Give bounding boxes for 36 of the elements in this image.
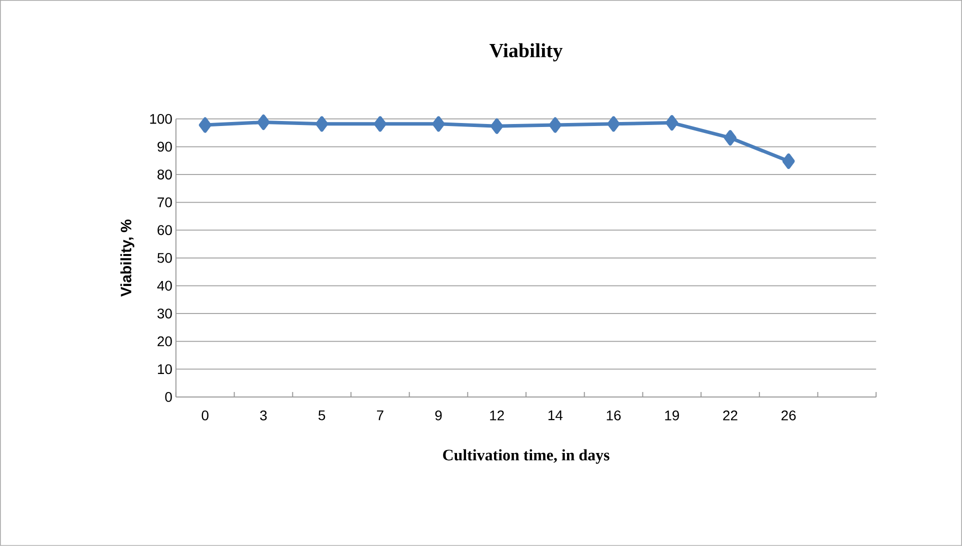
x-tick-label: 22 [723,410,738,420]
y-tick-label: 90 [158,142,172,152]
y-tick-label: 10 [158,364,172,374]
x-tick-label: 9 [435,410,442,420]
x-tick-label: 5 [318,410,326,420]
point [490,118,504,134]
point [198,117,212,133]
point [432,116,445,132]
x-tick-label: 12 [490,410,504,420]
y-axis-title: Viability, % [120,220,134,297]
x-tick-label: 19 [665,410,679,420]
y-tick-label: 30 [157,308,172,319]
y-tick-label: 80 [158,170,172,180]
point [548,117,562,133]
y-tick-label: 70 [158,197,172,208]
y-tick-label: 0 [165,392,172,402]
point [257,114,270,130]
x-tick-label: 7 [376,410,384,420]
x-tick-label: 0 [202,410,208,420]
y-tick-label: 50 [157,253,172,263]
y-tick-label: 20 [158,336,172,346]
x-tick-label: 26 [782,410,796,420]
point [607,116,620,132]
x-axis-title: Cultivation time, in days [443,449,610,464]
y-tick-label: 60 [158,225,172,236]
point [374,116,386,132]
y-tick-label: 100 [150,114,172,124]
point [724,130,736,146]
x-tick-label: 3 [260,410,267,420]
point [666,115,678,131]
y-tick-label: 40 [157,280,172,291]
chart-title: Viability [490,43,563,62]
point [782,153,795,169]
point [316,116,328,132]
x-tick-label: 14 [548,410,563,420]
x-tick-label: 16 [606,410,621,420]
